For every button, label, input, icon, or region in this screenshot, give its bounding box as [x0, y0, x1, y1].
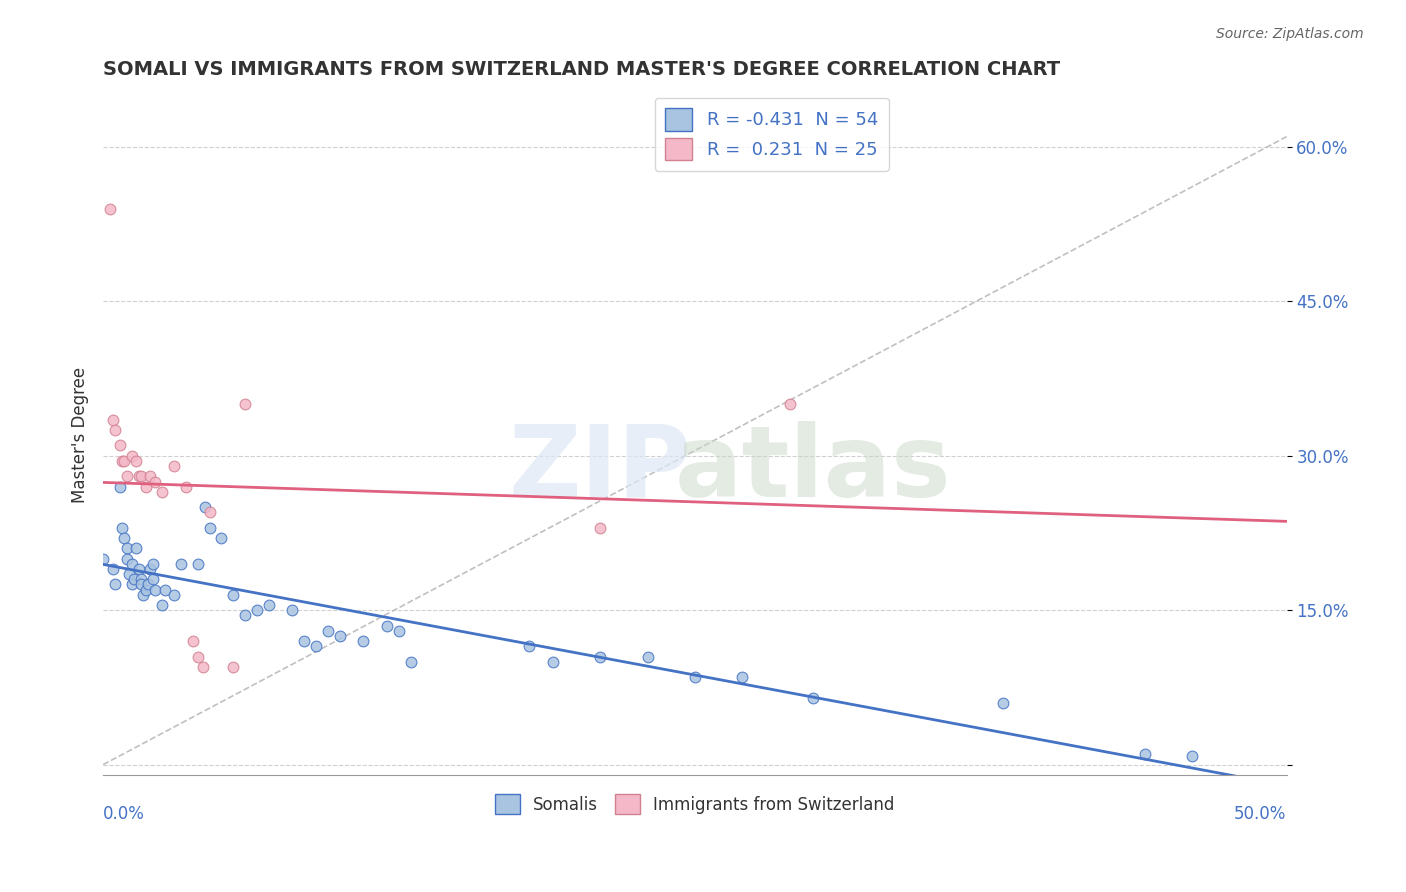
Point: [111, 521, 134, 535]
Point: [98, 202, 121, 216]
Point: [163, 458, 186, 473]
Point: [375, 618, 398, 632]
Point: [104, 577, 127, 591]
Point: [143, 475, 166, 489]
Point: [779, 397, 801, 411]
Point: [194, 500, 217, 515]
Point: [128, 469, 150, 483]
Point: [104, 423, 127, 437]
Point: [129, 572, 152, 586]
Point: [153, 582, 176, 597]
Text: 0.0%: 0.0%: [103, 805, 145, 823]
Point: [143, 582, 166, 597]
Point: [683, 670, 706, 684]
Point: [257, 598, 280, 612]
Legend: Somalis, Immigrants from Switzerland: Somalis, Immigrants from Switzerland: [488, 788, 901, 821]
Point: [111, 454, 134, 468]
Point: [142, 557, 165, 571]
Point: [139, 469, 162, 483]
Point: [222, 660, 245, 674]
Point: [187, 557, 209, 571]
Point: [114, 454, 136, 468]
Point: [115, 541, 138, 556]
Point: [187, 649, 209, 664]
Point: [142, 572, 165, 586]
Point: [211, 531, 233, 545]
Point: [589, 521, 612, 535]
Point: [731, 670, 754, 684]
Point: [129, 577, 152, 591]
Point: [108, 438, 131, 452]
Point: [101, 413, 124, 427]
Y-axis label: Master's Degree: Master's Degree: [72, 368, 89, 503]
Text: 50.0%: 50.0%: [1234, 805, 1286, 823]
Point: [129, 469, 152, 483]
Point: [121, 449, 143, 463]
Point: [801, 690, 824, 705]
Point: [121, 577, 143, 591]
Point: [125, 541, 148, 556]
Point: [329, 629, 352, 643]
Point: [233, 397, 256, 411]
Point: [135, 582, 157, 597]
Point: [150, 484, 173, 499]
Point: [132, 588, 155, 602]
Point: [637, 649, 659, 664]
Point: [233, 608, 256, 623]
Point: [114, 531, 136, 545]
Point: [541, 655, 564, 669]
Point: [174, 480, 197, 494]
Point: [1133, 747, 1156, 762]
Point: [353, 634, 375, 648]
Point: [1181, 749, 1204, 764]
Point: [139, 562, 162, 576]
Point: [122, 572, 145, 586]
Point: [292, 634, 315, 648]
Point: [191, 660, 214, 674]
Point: [115, 469, 138, 483]
Point: [115, 551, 138, 566]
Point: [281, 603, 304, 617]
Point: [91, 551, 114, 566]
Point: [589, 649, 612, 664]
Point: [128, 562, 150, 576]
Point: [136, 577, 159, 591]
Point: [198, 505, 221, 519]
Point: [181, 634, 204, 648]
Point: [170, 557, 193, 571]
Point: [198, 521, 221, 535]
Point: [163, 588, 186, 602]
Point: [305, 639, 328, 653]
Point: [388, 624, 411, 638]
Text: SOMALI VS IMMIGRANTS FROM SWITZERLAND MASTER'S DEGREE CORRELATION CHART: SOMALI VS IMMIGRANTS FROM SWITZERLAND MA…: [103, 60, 1060, 78]
Point: [121, 557, 143, 571]
Point: [101, 562, 124, 576]
Point: [991, 696, 1014, 710]
Text: ZIP: ZIP: [509, 421, 692, 517]
Point: [125, 454, 148, 468]
Point: [118, 567, 141, 582]
Point: [316, 624, 339, 638]
Point: [222, 588, 245, 602]
Text: Source: ZipAtlas.com: Source: ZipAtlas.com: [1216, 27, 1364, 41]
Point: [399, 655, 422, 669]
Point: [246, 603, 269, 617]
Point: [150, 598, 173, 612]
Point: [517, 639, 540, 653]
Point: [135, 480, 157, 494]
Point: [108, 480, 131, 494]
Text: atlas: atlas: [675, 421, 952, 517]
